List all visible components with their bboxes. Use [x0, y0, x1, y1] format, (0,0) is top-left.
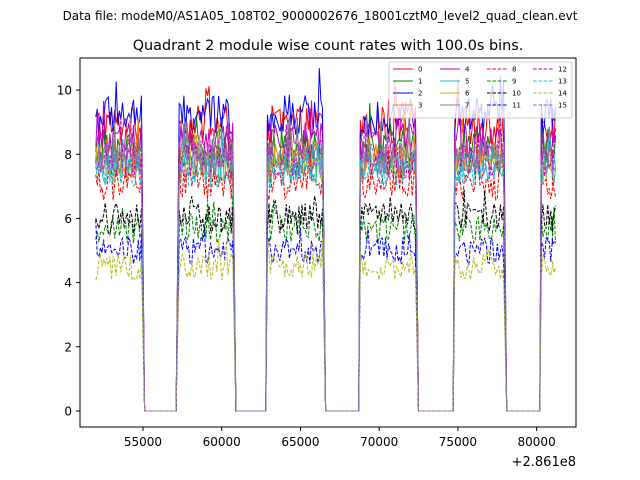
x-tick-label: 75000 — [439, 435, 477, 449]
legend-label: 5 — [465, 78, 469, 86]
x-tick-label: 70000 — [360, 435, 398, 449]
legend-label: 10 — [512, 90, 521, 98]
axes-background — [80, 58, 576, 427]
legend-label: 1 — [418, 78, 422, 86]
y-tick-label: 4 — [64, 276, 72, 290]
suptitle: Data file: modeM0/AS1A05_108T02_90000026… — [63, 9, 578, 23]
legend-label: 11 — [512, 102, 521, 110]
legend-label: 0 — [418, 66, 422, 74]
legend-label: 3 — [418, 102, 422, 110]
x-tick-label: 65000 — [281, 435, 319, 449]
x-tick-label: 80000 — [518, 435, 556, 449]
y-tick-label: 2 — [64, 340, 72, 354]
y-tick-label: 6 — [64, 212, 72, 226]
y-tick-label: 10 — [57, 84, 72, 98]
legend-label: 15 — [558, 102, 567, 110]
x-tick-label: 60000 — [203, 435, 241, 449]
legend-label: 13 — [558, 78, 567, 86]
x-tick-label: 55000 — [124, 435, 162, 449]
legend-label: 9 — [512, 78, 516, 86]
x-axis: 55000 60000 65000 70000 75000 80000 — [124, 427, 556, 449]
legend-label: 14 — [558, 90, 567, 98]
y-tick-label: 8 — [64, 148, 72, 162]
legend-label: 7 — [465, 102, 469, 110]
chart-title: Quadrant 2 module wise count rates with … — [133, 38, 524, 54]
series-layer — [95, 68, 556, 412]
series-line-15 — [95, 114, 556, 412]
series-line-14 — [95, 237, 556, 412]
axes-frame — [79, 57, 577, 428]
legend-label: 8 — [512, 66, 516, 74]
legend-label: 6 — [465, 90, 470, 98]
legend-label: 2 — [418, 90, 422, 98]
y-tick-label: 0 — [64, 404, 72, 418]
legend-label: 12 — [558, 66, 567, 74]
y-axis: 0 2 4 6 8 10 — [57, 84, 80, 418]
x-offset-text: +2.861e8 — [512, 455, 576, 470]
legend-label: 4 — [465, 66, 470, 74]
legend-frame — [388, 61, 573, 119]
